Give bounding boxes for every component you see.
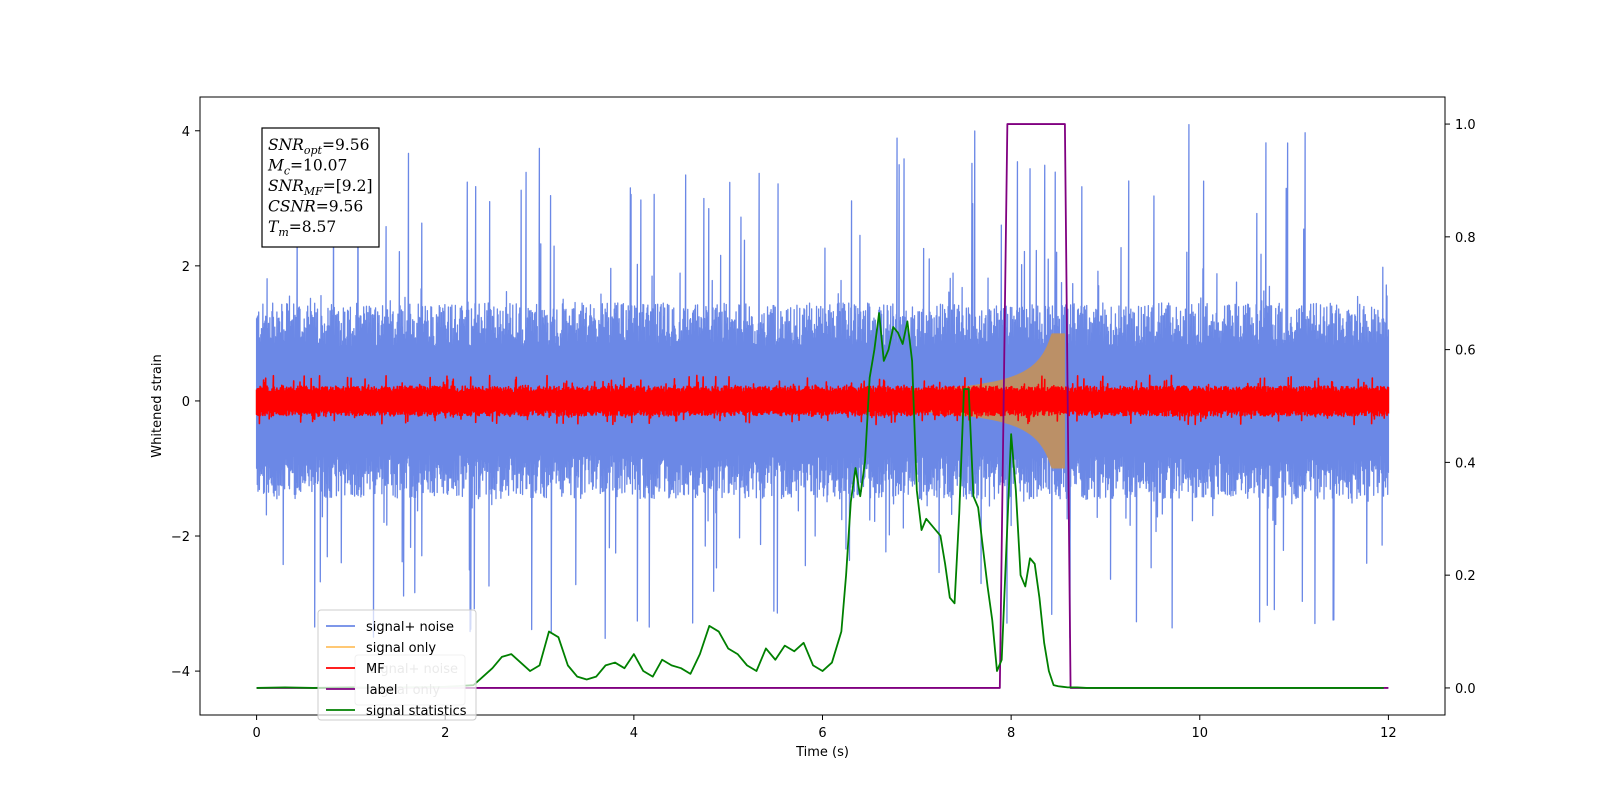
legend-label: MF <box>366 662 385 677</box>
y-tick-label: 4 <box>182 125 190 140</box>
annotation-line: CSNR=9.56 <box>268 198 363 216</box>
y2-tick-label: 0.4 <box>1455 456 1476 471</box>
x-tick-label: 10 <box>1191 726 1208 741</box>
annotation-line: Mc=10.07 <box>267 157 347 178</box>
y2-tick-label: 0.2 <box>1455 569 1476 584</box>
y2-tick-label: 0.0 <box>1455 682 1476 697</box>
mf-trace <box>255 374 1390 426</box>
y-tick-label: 0 <box>182 395 190 410</box>
x-tick-label: 0 <box>252 726 260 741</box>
signal-noise-trace <box>255 124 1390 639</box>
legend-label: label <box>366 683 397 698</box>
y2-tick-label: 1.0 <box>1455 118 1476 133</box>
x-tick-label: 4 <box>630 726 638 741</box>
mf-line <box>255 374 1390 426</box>
annotation-line: Tm=8.57 <box>268 218 336 239</box>
x-tick-label: 6 <box>818 726 826 741</box>
axes: 0 2 4 6 8 10 12 −4 −2 0 2 4 0.0 0.2 0.4 0.6 0.8 1.0 Time (… <box>150 96 1476 760</box>
y2-tick-label: 0.6 <box>1455 344 1476 359</box>
y2-tick-label: 0.8 <box>1455 231 1476 246</box>
right-axis-series <box>256 123 1389 689</box>
annotation-frame <box>261 127 380 248</box>
x-tick-label: 2 <box>441 726 449 741</box>
y-tick-label: −2 <box>171 530 190 545</box>
legend-label: signal only <box>366 641 436 656</box>
x-axis-label: Time (s) <box>795 745 849 760</box>
annotation-line: SNRopt=9.56 <box>268 136 369 157</box>
y-axis-label: Whitened strain <box>150 354 165 457</box>
x-tick-label: 8 <box>1007 726 1015 741</box>
y-tick-label: −4 <box>171 665 190 680</box>
legend-frame <box>317 609 477 721</box>
annotation-line: SNRMF=[9.2] <box>268 177 373 198</box>
x-tick-label: 12 <box>1380 726 1397 741</box>
signal-noise-line <box>255 124 1390 639</box>
y-tick-label: 2 <box>182 260 190 275</box>
legend-label: signal statistics <box>366 704 467 719</box>
legend-label: signal+ noise <box>366 620 454 635</box>
signal-statistics-line <box>256 312 1384 689</box>
